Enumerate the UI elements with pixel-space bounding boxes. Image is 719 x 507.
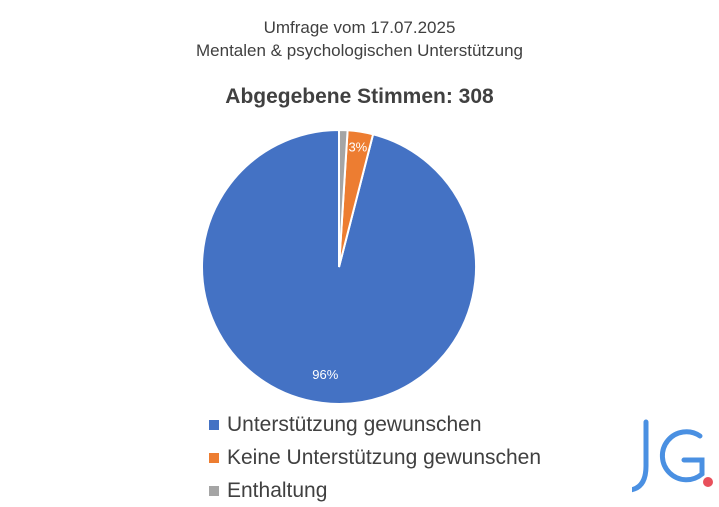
chart-subtitle: Abgegebene Stimmen: 308 <box>225 85 494 108</box>
legend-item-unterstuetzung: Unterstützung gewunschen <box>209 408 541 441</box>
chart-title-line-2: Mentalen & psychologischen Unterstützung <box>196 41 523 60</box>
legend-label: Keine Unterstützung gewunschen <box>227 445 542 469</box>
legend: Unterstützung gewunschen Keine Unterstüt… <box>209 408 541 507</box>
legend-label: Enthaltung <box>227 478 328 502</box>
pie-slice-2 <box>338 128 349 268</box>
data-label-1: 3% <box>348 139 367 154</box>
data-label-0: 96% <box>312 367 338 382</box>
legend-label: Unterstützung gewunschen <box>227 412 482 436</box>
legend-swatch <box>209 485 219 496</box>
legend-item-keine-unterstuetzung: Keine Unterstützung gewunschen <box>209 441 541 474</box>
legend-item-enthaltung: Enthaltung <box>209 474 541 507</box>
legend-swatch <box>209 452 219 463</box>
chart-title: Umfrage vom 17.07.2025 <box>263 18 456 37</box>
jg-logo <box>632 419 713 493</box>
legend-swatch <box>209 419 219 430</box>
